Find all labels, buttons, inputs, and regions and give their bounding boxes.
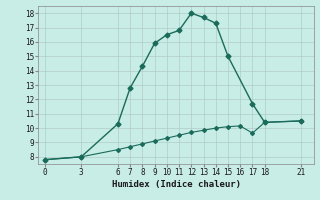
X-axis label: Humidex (Indice chaleur): Humidex (Indice chaleur) (111, 180, 241, 189)
